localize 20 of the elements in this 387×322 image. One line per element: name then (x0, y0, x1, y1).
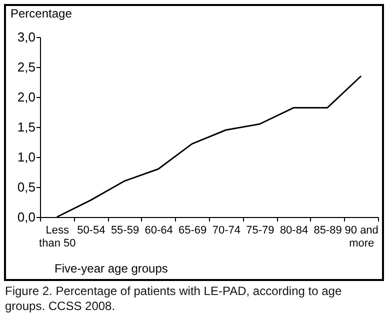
x-tick-label: 70-74 (212, 224, 240, 236)
x-tick-label: 75-79 (246, 224, 274, 236)
caption: Figure 2. Percentage of patients with LE-PAD, according to age groups. CCSS 2008. (5, 284, 343, 314)
y-tick-label: 0,0 (17, 210, 36, 224)
x-tick-label: 85-89 (314, 224, 342, 236)
x-axis-title: Five-year age groups (54, 262, 168, 276)
y-tick-label: 1,5 (17, 120, 36, 134)
x-tick-label: 55-59 (110, 224, 140, 236)
y-tick-label: 2,0 (17, 90, 36, 104)
x-tick-label: 50-54 (77, 224, 106, 236)
y-axis-title: Percentage (10, 6, 72, 20)
y-tick-label: 0,5 (17, 180, 36, 194)
x-tick-label: 65-69 (178, 224, 207, 236)
y-tick-label: 2,5 (17, 60, 36, 74)
x-tick-label: 90 and more (344, 224, 378, 250)
x-tick-label: 60-64 (144, 224, 173, 236)
y-tick-label: 3,0 (17, 30, 36, 44)
x-tick-label: Less than 50 (39, 224, 76, 250)
x-tick-label: 80-84 (280, 224, 308, 236)
y-tick-label: 1,0 (17, 150, 36, 164)
